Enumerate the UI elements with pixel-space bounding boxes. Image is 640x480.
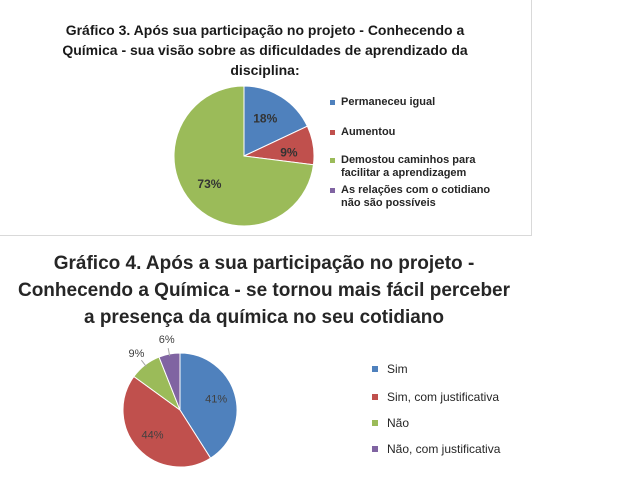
legend-label: Sim	[387, 362, 408, 376]
data-label-nao-com-justificativa: 6%	[159, 334, 175, 346]
legend-label: Não, com justificativa	[387, 442, 501, 456]
pie-slice-sim-com-justificativa	[122, 375, 212, 468]
legend-swatch	[330, 130, 335, 135]
data-label-nao: 9%	[129, 348, 145, 360]
chart-4: Gráfico 4. Após a sua participação no pr…	[0, 238, 640, 480]
data-label-sim: 41%	[205, 393, 227, 405]
data-label-sim-com-justificativa: 44%	[142, 430, 164, 442]
legend-item-permaneceu-igual: Permaneceu igual	[330, 96, 435, 109]
legend-item-nao-com-justificativa: Não, com justificativa	[372, 442, 500, 456]
legend-label: Aumentou	[341, 126, 396, 138]
legend-item-demostou-caminhos: Demostou caminhos para facilitar a apren…	[330, 154, 506, 180]
legend-swatch	[330, 158, 335, 163]
legend-item-nao: Não	[372, 416, 409, 430]
legend-label: As relações com o cotidiano não são poss…	[341, 184, 491, 209]
chart-3-title: Gráfico 3. Após sua participação no proj…	[62, 22, 468, 78]
data-label-demostou-caminhos-para-facilitar: 73%	[197, 177, 221, 191]
leader-line	[140, 359, 147, 367]
legend-swatch	[372, 366, 378, 372]
data-label-aumentou: 9%	[280, 145, 298, 159]
leader-line	[167, 348, 171, 357]
legend-swatch	[372, 420, 378, 426]
legend-label: Não	[387, 416, 410, 430]
legend-swatch	[330, 188, 335, 193]
legend-label: Permaneceu igual	[341, 96, 436, 108]
chart-4-pie: 41% 44% 9% 6%	[122, 334, 238, 468]
legend-label: Sim, com justificativa	[387, 390, 500, 404]
legend-label: Demostou caminhos para facilitar a apren…	[341, 154, 476, 179]
legend-item-sim: Sim	[372, 362, 408, 376]
legend-item-aumentou: Aumentou	[330, 126, 395, 139]
legend-item-relacoes-cotidiano: As relações com o cotidiano não são poss…	[330, 184, 506, 210]
legend-swatch	[330, 100, 335, 105]
chart-4-title: Gráfico 4. Após a sua participação no pr…	[17, 253, 511, 328]
legend-item-sim-com-justificativa: Sim, com justificativa	[372, 390, 499, 404]
legend-swatch	[372, 394, 378, 400]
legend-swatch	[372, 446, 378, 452]
chart-3-pie: 18% 9% 73%	[173, 85, 315, 227]
data-label-permaneceu-igual: 18%	[253, 112, 277, 126]
pie-slice-permaneceu-igual	[243, 85, 309, 157]
chart-3: Gráfico 3. Após sua participação no proj…	[0, 0, 532, 236]
pie-slice-demostou-caminhos-para-facilitar	[173, 85, 315, 227]
